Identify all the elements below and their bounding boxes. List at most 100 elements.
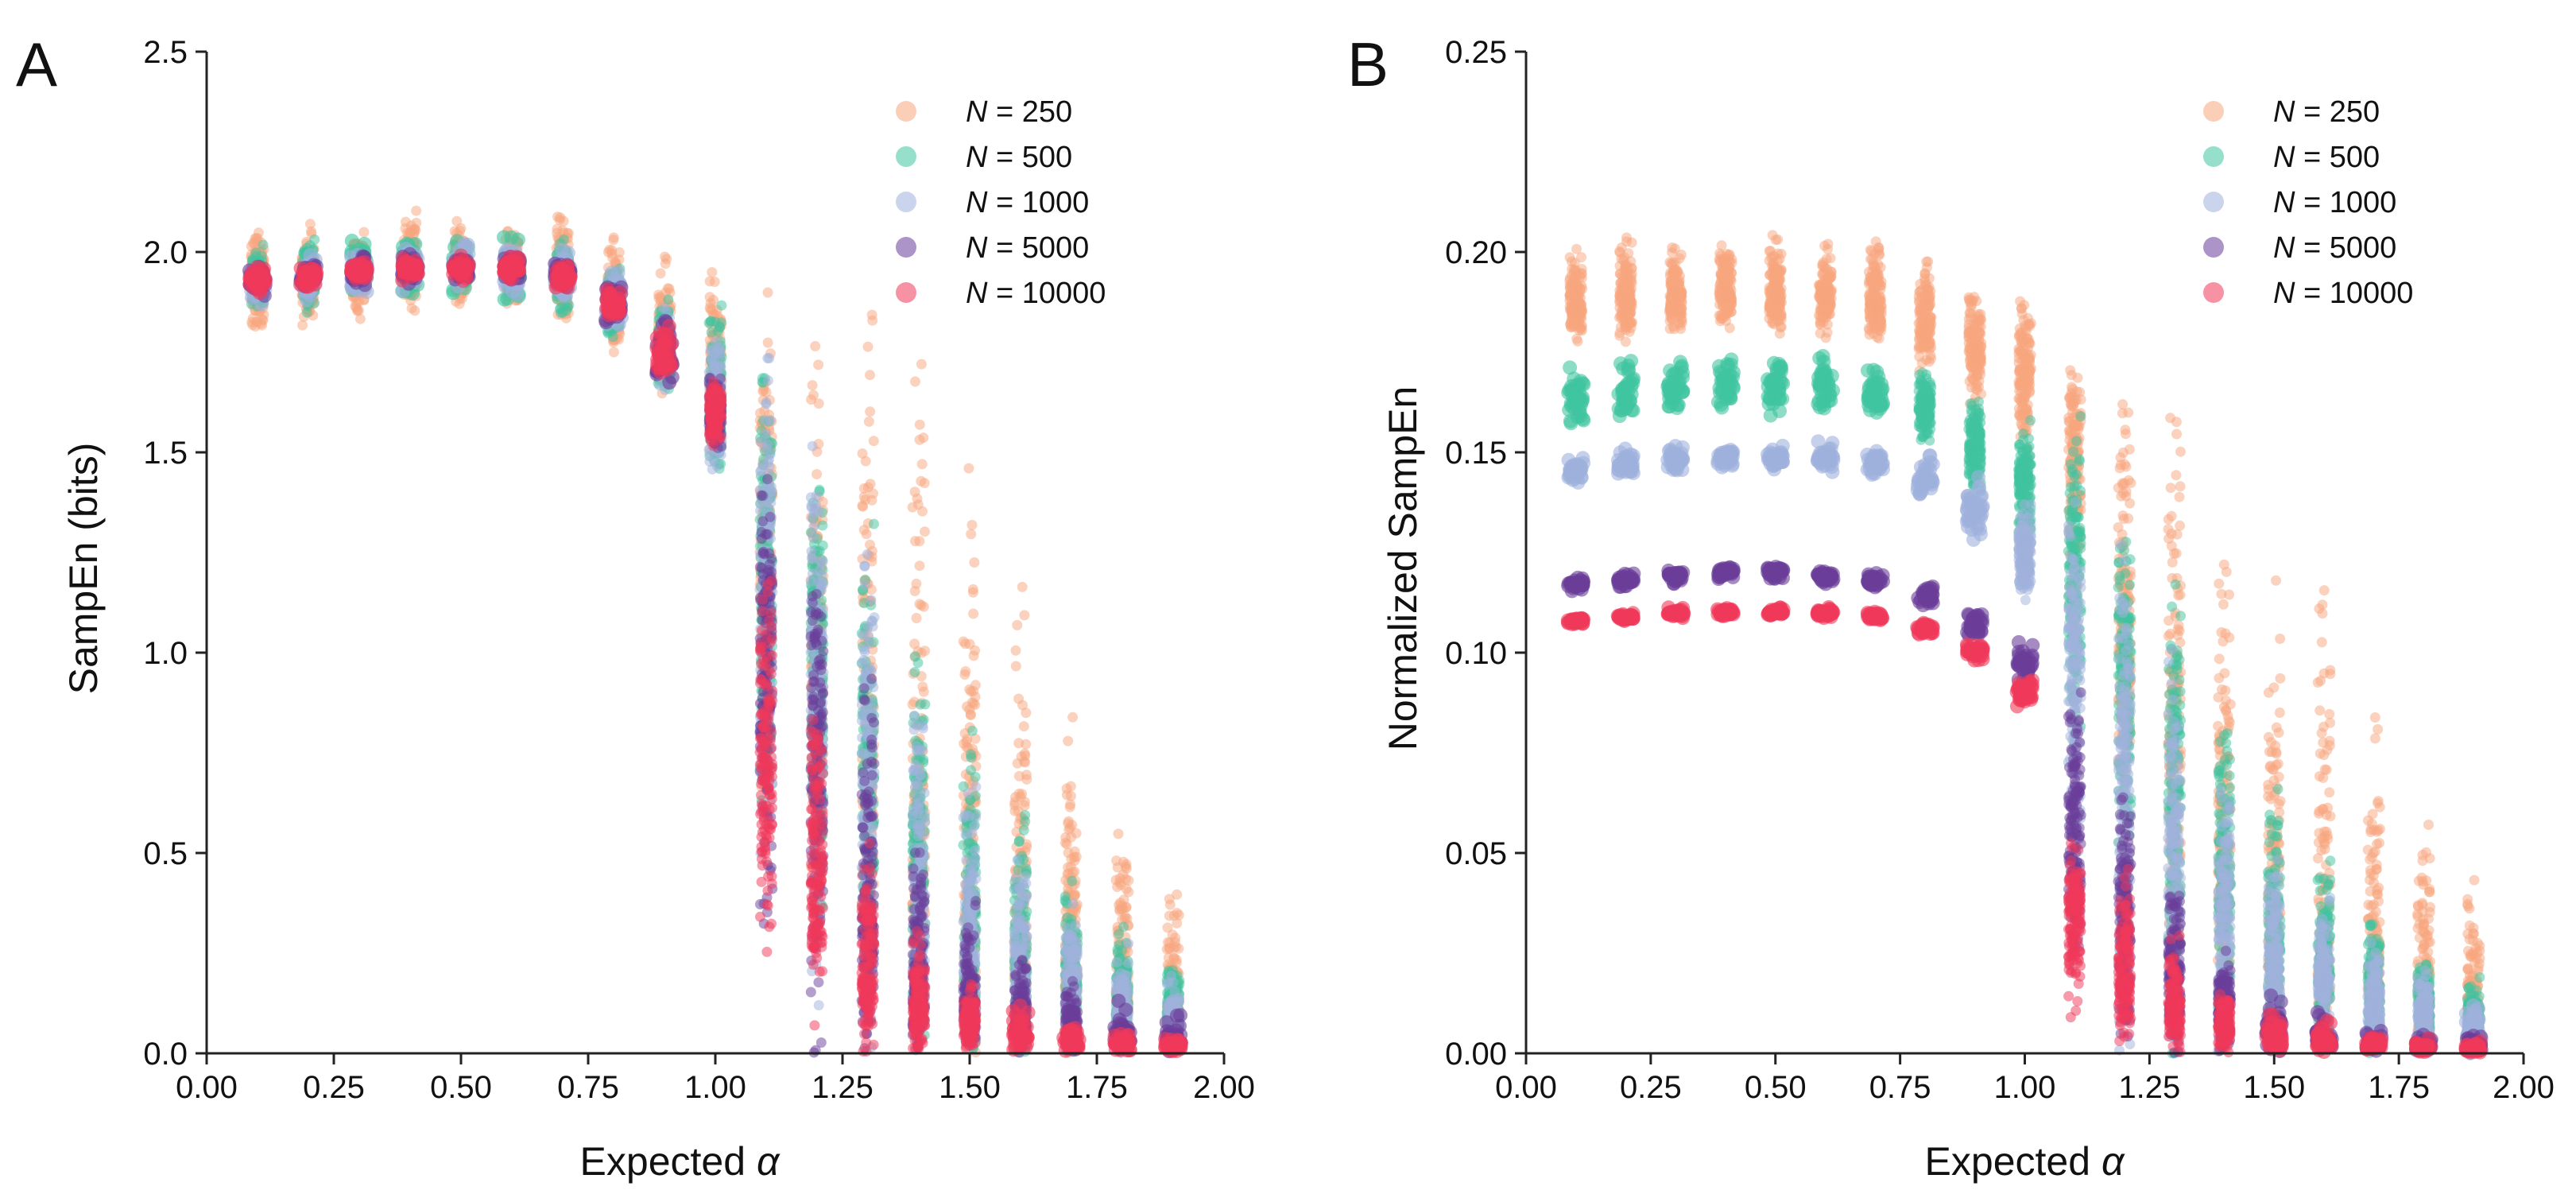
data-point: [1021, 770, 1032, 781]
data-point: [661, 254, 672, 265]
data-point: [868, 436, 879, 447]
data-point: [909, 638, 920, 649]
data-point: [258, 239, 269, 250]
data-point: [911, 613, 922, 623]
data-point: [304, 219, 316, 230]
data-point: [1113, 828, 1124, 839]
data-point: [1065, 799, 1076, 810]
data-point: [817, 520, 828, 531]
data-point: [1013, 789, 1025, 799]
data-point: [1067, 875, 1078, 886]
data-point: [966, 529, 977, 540]
data-point: [966, 697, 978, 708]
data-point: [247, 320, 258, 330]
data-point: [1164, 943, 1175, 954]
data-point: [1020, 750, 1031, 761]
data-point: [351, 297, 362, 308]
data-point: [920, 699, 931, 710]
data-point: [967, 583, 978, 595]
data-point: [297, 320, 308, 331]
data-point: [858, 491, 870, 502]
data-point: [868, 488, 878, 499]
data-point: [970, 771, 981, 782]
data-point: [910, 536, 920, 547]
data-point: [866, 309, 877, 320]
data-point: [301, 307, 312, 318]
data-point: [411, 217, 422, 228]
data-point: [1020, 810, 1031, 820]
data-point: [916, 359, 927, 370]
data-point: [1068, 851, 1079, 863]
data-point: [920, 526, 930, 537]
data-point: [912, 499, 924, 510]
data-point: [865, 370, 875, 381]
data-point: [916, 475, 927, 487]
data-point: [707, 267, 718, 277]
data-point: [715, 322, 726, 333]
data-point: [806, 394, 816, 405]
panel-letter: A: [16, 29, 57, 99]
data-point: [1021, 708, 1032, 719]
data-point: [958, 636, 969, 647]
data-point: [914, 434, 925, 445]
data-point: [554, 215, 565, 226]
data-point: [358, 227, 370, 238]
data-point: [1013, 693, 1025, 704]
data-point: [857, 500, 868, 511]
data-point: [865, 406, 876, 417]
data-point: [655, 268, 666, 279]
data-point: [709, 277, 720, 287]
data-point: [1014, 835, 1025, 847]
data-point: [959, 669, 970, 680]
data-point: [1067, 711, 1079, 723]
data-point: [608, 232, 619, 243]
data-point: [1063, 735, 1074, 746]
data-point: [716, 300, 727, 311]
data-point: [411, 205, 422, 216]
data-point: [705, 304, 716, 315]
data-point: [1009, 800, 1020, 811]
data-point: [1017, 581, 1028, 592]
scatter-points: [242, 205, 1188, 1059]
data-point: [914, 419, 925, 430]
data-point: [969, 557, 980, 568]
data-point: [1120, 874, 1131, 885]
data-point: [1061, 789, 1072, 801]
data-point: [912, 657, 924, 669]
data-point: [807, 380, 818, 391]
data-point: [1018, 824, 1029, 835]
data-point: [1162, 922, 1173, 933]
data-point: [762, 337, 773, 348]
data-point: [909, 667, 920, 677]
data-point: [911, 578, 922, 589]
data-point: [916, 459, 928, 470]
data-point: [554, 304, 565, 315]
data-point: [909, 487, 920, 498]
data-point: [918, 686, 929, 697]
data-point: [451, 215, 463, 227]
data-point: [1121, 883, 1132, 894]
data-point: [966, 725, 978, 736]
data-point: [910, 376, 920, 387]
panel-a: A 0.00 0.25 0.50 0.75 1.00 1.25 1.50 1.75 2.000.…: [16, 29, 1255, 1184]
data-point: [812, 469, 823, 479]
data-point: [1010, 645, 1021, 656]
data-point: [1018, 721, 1029, 732]
data-point: [1010, 661, 1021, 672]
data-point: [1019, 610, 1030, 621]
data-point: [354, 313, 366, 324]
data-point: [1066, 832, 1077, 843]
data-point: [762, 287, 773, 298]
data-point: [664, 283, 675, 294]
data-point: [863, 416, 874, 427]
data-point: [1172, 889, 1183, 900]
data-point: [914, 560, 925, 572]
data-point: [869, 518, 879, 529]
data-point: [1164, 910, 1175, 921]
data-point: [968, 608, 979, 619]
data-point: [1012, 619, 1023, 630]
data-point: [965, 710, 976, 720]
data-point: [968, 650, 979, 661]
data-point: [344, 234, 359, 248]
